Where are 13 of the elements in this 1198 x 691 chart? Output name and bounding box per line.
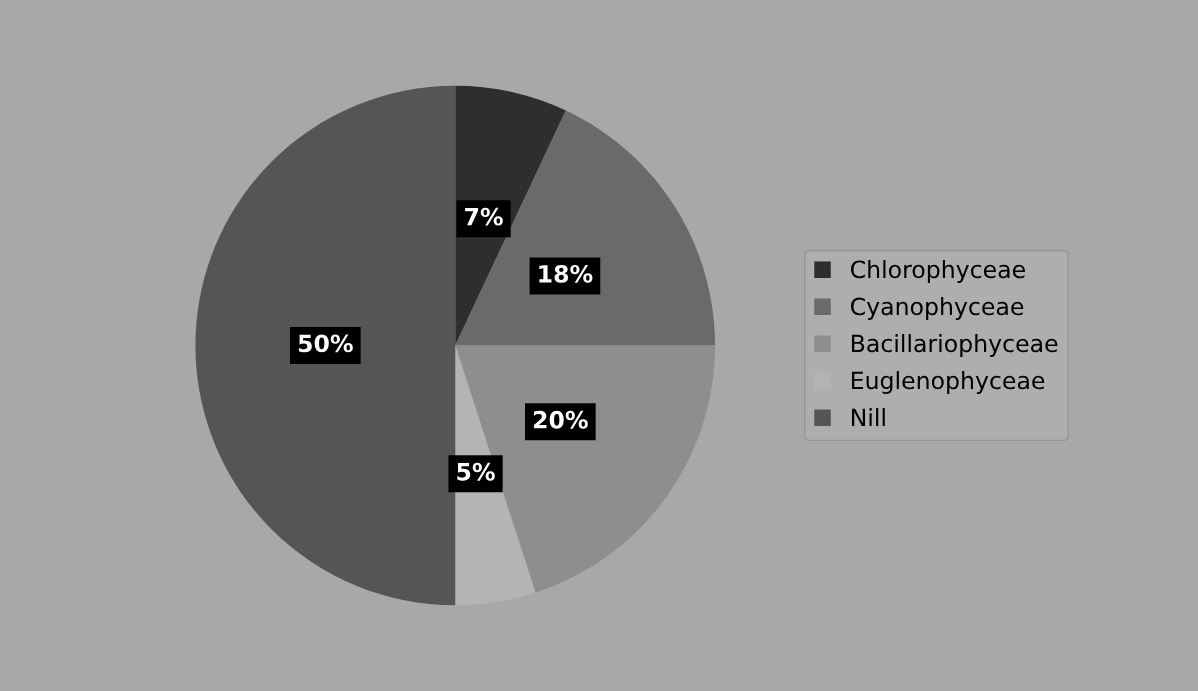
pie-slice [195,85,456,606]
data-label: 50% [298,334,353,353]
data-label: 5% [457,462,495,481]
legend-label: Euglenophyceae [851,371,1045,394]
pie-slice [455,110,716,346]
data-label: 20% [533,410,588,429]
legend-label: Chlorophyceae [850,260,1025,283]
data-label: 18% [539,264,593,283]
data-label: 7% [465,207,503,226]
legend-label: Cyanophyceae [850,297,1024,320]
legend-label: Bacillariophyceae [851,334,1058,357]
legend-label: Nill [851,408,885,427]
pie-slice [455,345,716,593]
